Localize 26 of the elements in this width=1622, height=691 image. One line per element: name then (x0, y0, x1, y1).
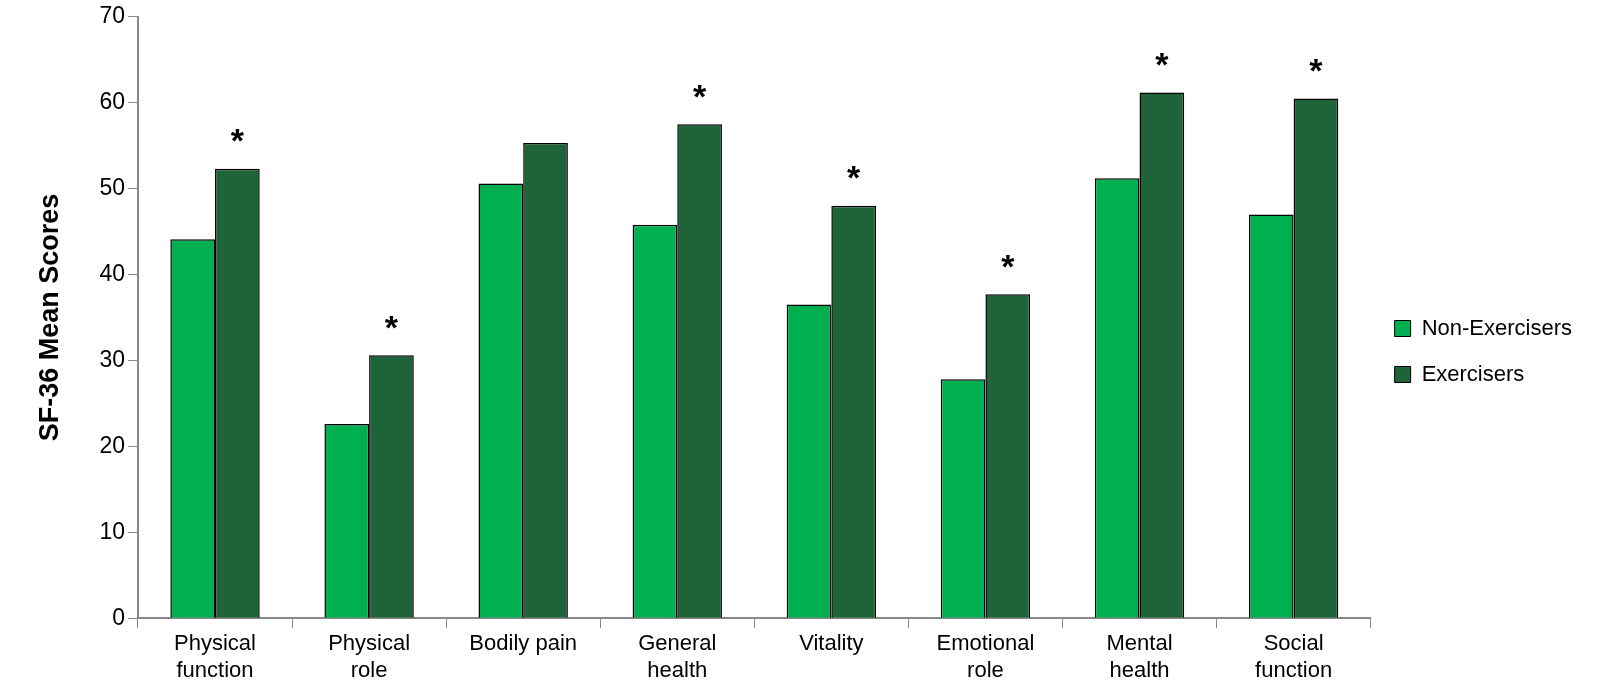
annotation: * (1001, 246, 1016, 285)
x-tick-label: Mental health (1106, 630, 1173, 682)
y-tick-label: 30 (99, 345, 125, 372)
y-tick-label: 60 (99, 88, 125, 115)
y-tick-label: 50 (99, 173, 125, 200)
y-axis-title: SF-36 Mean Scores (33, 193, 64, 442)
annotation: * (384, 307, 399, 346)
x-tick-label: Vitality (799, 630, 864, 656)
y-tick-label: 0 (112, 603, 125, 630)
x-tick-label: Physical role (328, 630, 411, 682)
x-tick-label: Emotional role (936, 630, 1035, 682)
legend-label: Exercisers (1421, 360, 1525, 386)
annotation: * (230, 121, 245, 160)
annotation: * (1155, 44, 1170, 83)
y-tick-label: 40 (99, 259, 125, 286)
x-tick-label: Physical function (174, 630, 256, 682)
x-tick-label: General health (638, 630, 717, 682)
annotation: * (847, 158, 862, 197)
x-tick-label: Social function (1255, 630, 1333, 682)
x-tick-label: Bodily pain (469, 630, 578, 656)
y-tick-label: 10 (99, 517, 125, 544)
annotation: * (1309, 50, 1324, 89)
annotation: * (692, 76, 707, 115)
legend-label: Non-Exercisers (1421, 314, 1573, 340)
y-tick-label: 70 (99, 2, 125, 29)
y-tick-label: 20 (99, 431, 125, 458)
